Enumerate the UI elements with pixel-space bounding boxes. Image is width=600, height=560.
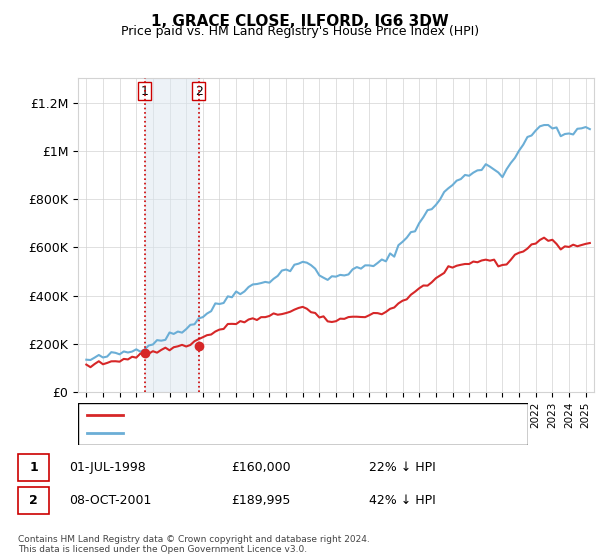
Text: Price paid vs. HM Land Registry's House Price Index (HPI): Price paid vs. HM Land Registry's House …	[121, 25, 479, 38]
Text: 2: 2	[195, 85, 203, 97]
Text: 2: 2	[29, 494, 38, 507]
Text: 1, GRACE CLOSE, ILFORD, IG6 3DW: 1, GRACE CLOSE, ILFORD, IG6 3DW	[151, 14, 449, 29]
FancyBboxPatch shape	[18, 454, 49, 481]
Text: HPI: Average price, detached house, Redbridge: HPI: Average price, detached house, Redb…	[132, 428, 395, 438]
Text: 01-JUL-1998: 01-JUL-1998	[70, 461, 146, 474]
Text: £189,995: £189,995	[231, 494, 290, 507]
Text: 1: 1	[29, 461, 38, 474]
Text: Contains HM Land Registry data © Crown copyright and database right 2024.
This d: Contains HM Land Registry data © Crown c…	[18, 535, 370, 554]
FancyBboxPatch shape	[18, 487, 49, 514]
Text: 42% ↓ HPI: 42% ↓ HPI	[369, 494, 436, 507]
Text: £160,000: £160,000	[231, 461, 290, 474]
FancyBboxPatch shape	[78, 403, 528, 445]
Bar	[145, 78, 199, 392]
Text: 1, GRACE CLOSE, ILFORD, IG6 3DW (detached house): 1, GRACE CLOSE, ILFORD, IG6 3DW (detache…	[132, 410, 430, 420]
Text: 1: 1	[140, 85, 149, 97]
Text: 08-OCT-2001: 08-OCT-2001	[70, 494, 152, 507]
Text: 22% ↓ HPI: 22% ↓ HPI	[369, 461, 436, 474]
